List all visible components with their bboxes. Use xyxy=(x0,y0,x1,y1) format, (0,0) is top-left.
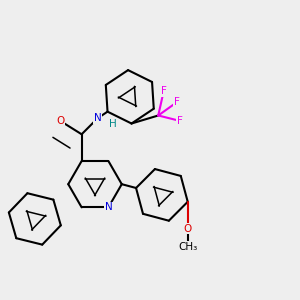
Text: N: N xyxy=(104,202,112,212)
Text: F: F xyxy=(161,86,167,96)
Text: CH₃: CH₃ xyxy=(178,242,197,252)
Text: F: F xyxy=(174,97,180,107)
Text: O: O xyxy=(184,224,192,233)
Text: O: O xyxy=(56,116,64,126)
Text: H: H xyxy=(109,118,116,129)
Text: N: N xyxy=(94,113,102,123)
Text: F: F xyxy=(177,116,183,126)
